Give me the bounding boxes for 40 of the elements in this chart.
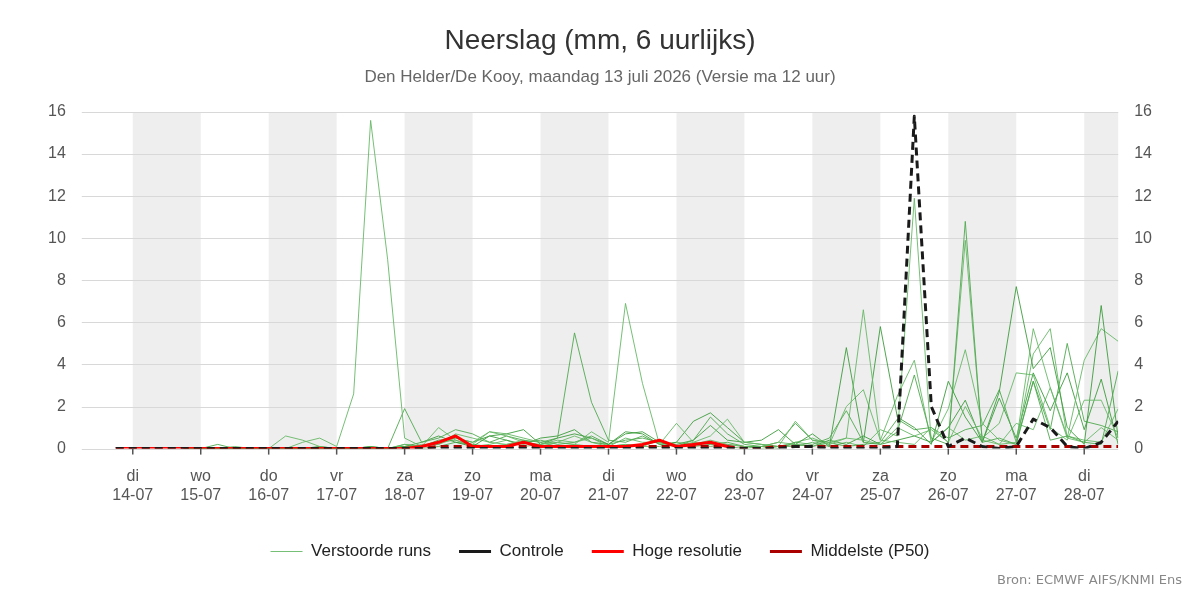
- legend-label: Middelste (P50): [810, 541, 930, 561]
- y2-tick-label: 16: [1134, 102, 1153, 120]
- y-tick-label: 10: [48, 228, 66, 246]
- x-tick-label: do 23-07: [723, 466, 765, 503]
- y2-tick-label: 10: [1134, 228, 1153, 246]
- x-tick-label: do 16-07: [248, 466, 290, 503]
- text: Bron: ECMWF AIFS/KNMI Ens: [997, 572, 1182, 587]
- legend-label: Controle: [499, 541, 564, 561]
- y2-tick-label: 8: [1134, 270, 1144, 288]
- y2-tick-label: 14: [1134, 144, 1153, 162]
- y2-tick-label: 4: [1134, 354, 1144, 372]
- x-tick-label: za 25-07: [859, 466, 901, 503]
- x-tick-label: ma 27-07: [995, 466, 1037, 503]
- x-tick-label: ma 20-07: [520, 466, 562, 503]
- x-tick-label: vr 17-07: [316, 466, 358, 503]
- y-tick-label: 0: [56, 439, 66, 457]
- x-tick-label: vr 24-07: [791, 466, 833, 503]
- x-tick-label: di 14-07: [112, 466, 154, 503]
- chart-title: Neerslag (mm, 6 uurlijks): [444, 23, 756, 55]
- y-tick-label: 12: [48, 186, 66, 204]
- y2-tick-label: 0: [1134, 439, 1144, 457]
- y-tick-label: 2: [56, 396, 66, 414]
- chart-subtitle: Den Helder/De Kooy, maandag 13 juli 2026 (Versie ma 12 uur): [364, 67, 836, 87]
- x-tick-label: zo 26-07: [927, 466, 969, 503]
- x-tick-label: di 28-07: [1063, 466, 1105, 503]
- y2-tick-label: 2: [1134, 396, 1144, 414]
- y-tick-label: 4: [56, 354, 66, 372]
- x-tick-label: za 18-07: [384, 466, 426, 503]
- x-tick-label: di 21-07: [588, 466, 630, 503]
- y-tick-label: 14: [48, 144, 66, 162]
- y-tick-label: 16: [48, 102, 66, 120]
- y2-tick-label: 6: [1134, 312, 1144, 330]
- x-tick-label: wo 15-07: [180, 466, 222, 503]
- y-tick-label: 8: [56, 270, 66, 288]
- legend-label: Verstoorde runs: [311, 541, 432, 561]
- y2-tick-label: 12: [1134, 186, 1153, 204]
- legend-label: Hoge resolutie: [632, 541, 742, 561]
- x-tick-label: zo 19-07: [452, 466, 494, 503]
- y-tick-label: 6: [56, 312, 66, 330]
- x-tick-label: wo 22-07: [656, 466, 698, 503]
